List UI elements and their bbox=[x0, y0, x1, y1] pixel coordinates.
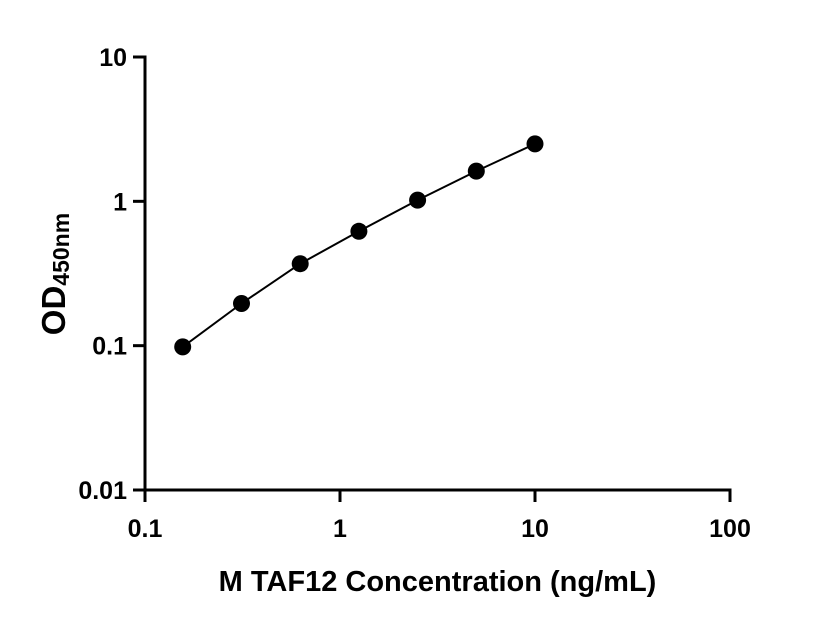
x-tick-label: 10 bbox=[521, 515, 549, 543]
data-point bbox=[350, 222, 368, 240]
x-tick-label: 100 bbox=[709, 515, 751, 543]
y-axis-title: OD450nm bbox=[32, 74, 76, 474]
x-axis-title: M TAF12 Concentration (ng/mL) bbox=[218, 566, 657, 598]
data-point bbox=[409, 191, 427, 209]
y-tick-label: 1 bbox=[113, 188, 127, 216]
y-tick-label: 0.1 bbox=[92, 333, 127, 361]
data-point bbox=[467, 162, 485, 180]
data-point bbox=[291, 255, 309, 273]
y-tick-label: 10 bbox=[99, 44, 127, 72]
data-point bbox=[526, 135, 544, 153]
x-tick-label: 0.1 bbox=[128, 515, 163, 543]
data-point bbox=[233, 295, 250, 312]
x-tick-label: 1 bbox=[333, 515, 347, 543]
y-axis-title-sub: 450nm bbox=[48, 212, 74, 286]
y-tick-label: 0.01 bbox=[78, 477, 127, 505]
data-point bbox=[174, 338, 192, 356]
y-axis-title-main: OD bbox=[35, 285, 72, 336]
